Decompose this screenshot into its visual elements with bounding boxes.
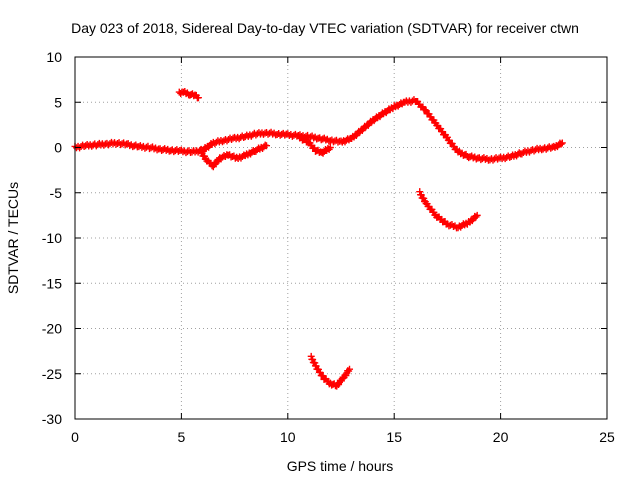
y-tick-label: -30 bbox=[42, 411, 62, 427]
data-point bbox=[557, 140, 565, 148]
y-tick-label: -10 bbox=[42, 230, 62, 246]
data-point bbox=[449, 223, 457, 231]
y-axis-label: SDTVAR / TECUs bbox=[5, 182, 21, 294]
data-points bbox=[71, 88, 566, 390]
data-point bbox=[472, 213, 480, 221]
data-point bbox=[313, 135, 321, 143]
y-tick-label: -15 bbox=[42, 275, 62, 291]
series-main-track bbox=[71, 96, 566, 164]
y-tick-label: -20 bbox=[42, 321, 62, 337]
y-tick-label: -25 bbox=[42, 366, 62, 382]
x-tick-label: 15 bbox=[386, 429, 402, 445]
data-point bbox=[130, 142, 138, 150]
y-tick-label: 5 bbox=[54, 94, 62, 110]
data-point bbox=[558, 139, 566, 147]
data-point bbox=[194, 94, 202, 102]
x-tick-label: 20 bbox=[493, 429, 509, 445]
y-tick-label: 0 bbox=[54, 140, 62, 156]
y-tick-label: 10 bbox=[46, 49, 62, 65]
x-tick-label: 25 bbox=[599, 429, 615, 445]
data-point bbox=[121, 141, 129, 149]
series-mid-branch bbox=[294, 132, 334, 157]
x-axis-label: GPS time / hours bbox=[287, 458, 394, 474]
series-segment-16-19h bbox=[416, 188, 481, 232]
x-tick-label: 0 bbox=[71, 429, 79, 445]
axis-ticks: 0 5 10 15 20 25 -30 -25 -20 -15 -10 -5 0 5 10 bbox=[42, 49, 615, 445]
grid bbox=[75, 57, 607, 419]
data-point bbox=[421, 106, 429, 114]
chart-title: Day 023 of 2018, Sidereal Day-to-day VTE… bbox=[71, 20, 579, 36]
series-segment-11-13h bbox=[307, 352, 354, 390]
data-point bbox=[326, 144, 334, 151]
y-tick-label: -5 bbox=[50, 185, 63, 201]
series-lower-branch bbox=[197, 141, 271, 171]
series-segment-near-5h bbox=[175, 88, 202, 102]
data-point bbox=[322, 136, 330, 144]
data-point bbox=[263, 142, 271, 150]
x-tick-label: 5 bbox=[178, 429, 186, 445]
data-point bbox=[473, 211, 481, 219]
x-tick-label: 10 bbox=[280, 429, 296, 445]
data-point bbox=[346, 365, 354, 373]
